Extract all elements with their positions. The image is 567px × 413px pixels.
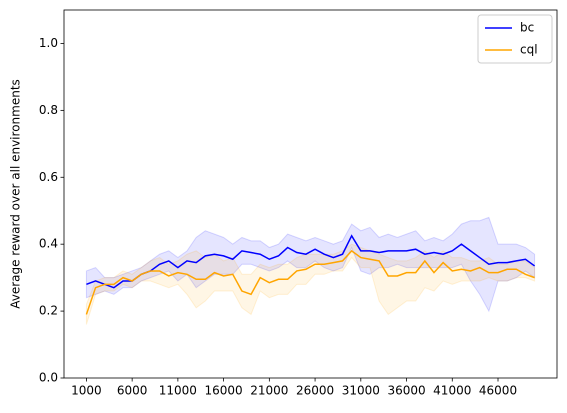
y-tick-label: 0.2 [39, 304, 58, 318]
plot-frame [63, 9, 558, 379]
legend-box [477, 14, 553, 64]
y-tick-label: 0.0 [39, 371, 58, 385]
x-tick-label: 36000 [387, 384, 425, 398]
series-line [85, 249, 535, 315]
x-tick-label: 6000 [117, 384, 148, 398]
y-tick-label: 1.0 [39, 36, 58, 50]
y-tick-label: 0.8 [39, 103, 58, 117]
x-tick-label: 21000 [250, 384, 288, 398]
x-tick-label: 26000 [296, 384, 334, 398]
x-tick-label: 46000 [479, 384, 517, 398]
legend-label: bc [520, 21, 534, 35]
x-tick-label: 41000 [433, 384, 471, 398]
x-tick-label: 16000 [205, 384, 243, 398]
legend-label: cql [520, 43, 538, 57]
y-tick-label: 0.4 [39, 237, 58, 251]
x-tick-label: 1000 [71, 384, 102, 398]
y-tick-label: 0.6 [39, 170, 58, 184]
y-axis-label: Average reward over all environments [9, 79, 23, 309]
series-line [86, 234, 536, 289]
x-tick-label: 31000 [342, 384, 380, 398]
x-tick-label: 11000 [159, 384, 197, 398]
